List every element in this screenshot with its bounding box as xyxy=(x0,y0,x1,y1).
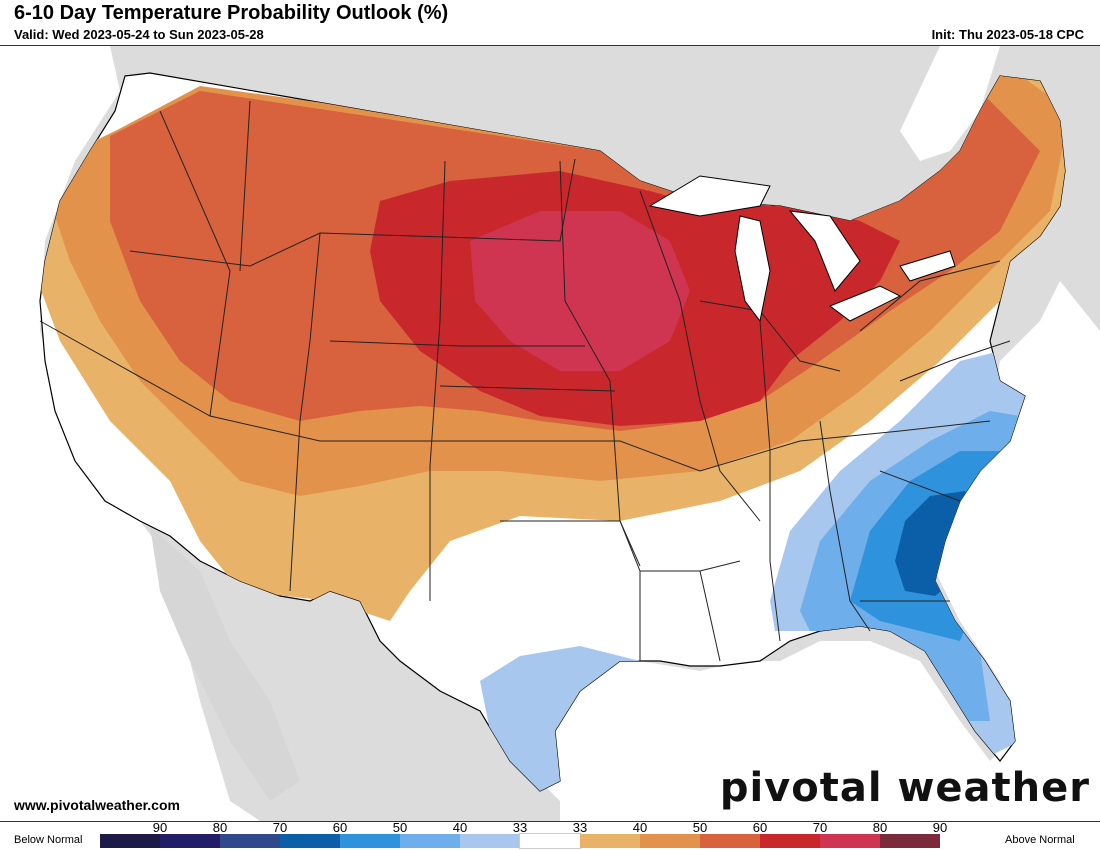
legend-swatch xyxy=(640,834,700,848)
lake-michigan xyxy=(734,215,771,323)
great-lakes xyxy=(648,175,956,323)
legend-swatch xyxy=(160,834,220,848)
legend-value-label: 60 xyxy=(752,820,768,835)
init-time: Init: Thu 2023-05-18 CPC xyxy=(931,27,1084,42)
lake-huron xyxy=(788,210,861,292)
legend-swatch xyxy=(280,834,340,848)
legend-swatch xyxy=(820,834,880,848)
canada-water xyxy=(900,46,1000,161)
legend-value-label: 40 xyxy=(632,820,648,835)
legend-value-label: 70 xyxy=(272,820,288,835)
legend-swatch xyxy=(460,834,520,848)
state-boundaries xyxy=(39,100,1011,662)
gulf-atlantic-water xyxy=(380,281,1100,821)
lake-ontario xyxy=(899,250,956,282)
below-normal-label: Below Normal xyxy=(14,834,83,846)
legend-value-label: 33 xyxy=(512,820,528,835)
legend-swatch xyxy=(880,834,940,848)
legend-swatch xyxy=(340,834,400,848)
above-80-region xyxy=(470,211,690,371)
legend-swatch xyxy=(700,834,760,848)
legend-value-label: 80 xyxy=(872,820,888,835)
map-title: 6-10 Day Temperature Probability Outlook… xyxy=(14,2,449,24)
legend-value-label: 70 xyxy=(812,820,828,835)
valid-period: Valid: Wed 2023-05-24 to Sun 2023-05-28 xyxy=(14,27,264,42)
legend-value-label: 90 xyxy=(152,820,168,835)
site-url[interactable]: www.pivotalweather.com xyxy=(14,797,180,813)
map-header: 6-10 Day Temperature Probability Outlook… xyxy=(0,0,1100,46)
legend-swatch xyxy=(220,834,280,848)
legend-value-label: 40 xyxy=(452,820,468,835)
legend-value-label: 80 xyxy=(212,820,228,835)
legend-swatch xyxy=(580,834,640,848)
above-normal-label: Above Normal xyxy=(1005,834,1075,846)
baja-land xyxy=(150,526,300,801)
legend-value-label: 50 xyxy=(692,820,708,835)
lake-erie xyxy=(828,285,902,322)
legend-swatch xyxy=(100,834,160,848)
legend-value-label: 90 xyxy=(932,820,948,835)
legend-swatch xyxy=(400,834,460,848)
outlook-map xyxy=(0,46,1100,821)
lake-superior xyxy=(648,175,771,217)
legend-swatch xyxy=(519,833,581,849)
legend-value-label: 33 xyxy=(572,820,588,835)
legend-value-label: 60 xyxy=(332,820,348,835)
pacific-ocean xyxy=(0,46,260,821)
brand-logo: pivotal weather xyxy=(719,765,1090,811)
legend-value-label: 50 xyxy=(392,820,408,835)
legend-swatch xyxy=(760,834,820,848)
color-legend: Below Normal Above Normal 90 80 70 60 50 40 33… xyxy=(0,820,1100,850)
map-panel[interactable] xyxy=(0,45,1100,822)
